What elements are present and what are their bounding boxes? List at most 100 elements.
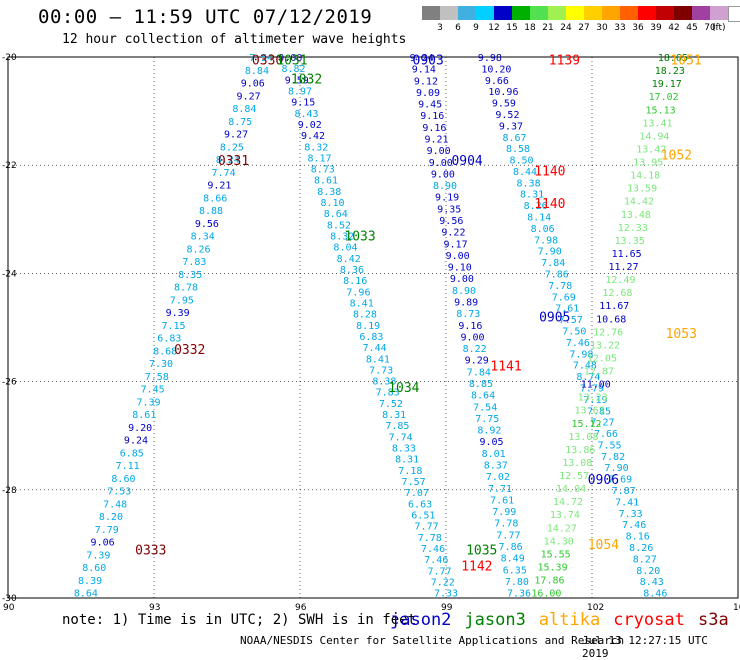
- swh-value-label: 9.66: [485, 76, 509, 87]
- swh-value-label: 7.69: [608, 475, 632, 486]
- legend-swatch: [512, 6, 530, 20]
- swh-value-label: 8.67: [502, 133, 526, 144]
- swh-value-label: 9.27: [237, 91, 261, 102]
- swh-value-label: 11.67: [599, 301, 629, 312]
- swh-value-label: 8.22: [463, 344, 487, 355]
- swh-value-label: 13.35: [615, 236, 645, 247]
- swh-value-label: 7.61: [490, 495, 514, 506]
- swh-value-label: 9.09: [416, 88, 440, 99]
- pass-id-label: 0330: [252, 54, 283, 69]
- swh-value-label: 7.86: [499, 542, 523, 553]
- pass-id-label: 0333: [135, 543, 166, 558]
- legend-tick-label: 12: [488, 23, 500, 33]
- swh-value-label: 7.74: [212, 168, 236, 179]
- swh-value-label: 9.17: [444, 239, 468, 250]
- swh-value-label: 6.83: [157, 334, 181, 345]
- footnote: note: 1) Time is in UTC; 2) SWH is in fe…: [62, 612, 417, 628]
- chart-subtitle: 12 hour collection of altimeter wave hei…: [62, 32, 407, 47]
- swh-value-label: 14.18: [630, 171, 660, 182]
- swh-value-label: 12.76: [593, 327, 623, 338]
- pass-id-label: 1033: [344, 230, 375, 245]
- swh-value-label: 9.12: [414, 76, 438, 87]
- swh-value-label: 13.41: [642, 118, 672, 129]
- satellite-name: s3a: [698, 610, 729, 630]
- swh-value-label: 14.42: [624, 197, 654, 208]
- swh-value-label: 9.56: [195, 219, 219, 230]
- swh-value-label: 7.98: [569, 349, 593, 360]
- swh-value-label: 10.20: [481, 64, 511, 75]
- legend-swatch: [422, 6, 440, 20]
- swh-value-label: 7.77: [496, 530, 520, 541]
- swh-value-label: 9.00: [450, 274, 474, 285]
- swh-value-label: 15.39: [538, 562, 568, 573]
- swh-value-label: 7.80: [505, 577, 529, 588]
- swh-value-label: 9.16: [420, 111, 444, 122]
- swh-value-label: 9.37: [499, 121, 523, 132]
- swh-value-label: 7.27: [590, 418, 614, 429]
- swh-value-label: 14.27: [547, 523, 577, 534]
- swh-value-label: 8.58: [506, 144, 530, 155]
- swh-value-label: 11.65: [612, 249, 642, 260]
- pass-id-label: 1035: [466, 543, 497, 558]
- swh-value-label: 8.32: [330, 232, 354, 243]
- swh-value-label: 9.00: [278, 53, 302, 64]
- satellite-name: altika: [538, 610, 601, 630]
- chart-title: 00:00 – 11:59 UTC 07/12/2019: [38, 6, 373, 28]
- pass-id-label: 1053: [666, 327, 697, 342]
- swh-value-label: 8.28: [353, 310, 377, 321]
- swh-value-label: 14.30: [544, 536, 574, 547]
- swh-value-label: 12.05: [587, 353, 617, 364]
- pass-id-label: 0331: [218, 154, 249, 169]
- legend-swatch: [584, 6, 602, 20]
- credit-line: NOAA/NESDIS Center for Satellite Applica…: [240, 634, 625, 647]
- swh-value-label: 7.90: [538, 247, 562, 258]
- swh-value-label: 8.20: [636, 566, 660, 577]
- swh-value-label: 6.83: [359, 332, 383, 343]
- swh-value-label: 9.20: [128, 423, 152, 434]
- swh-value-label: 8.41: [366, 354, 390, 365]
- legend-tick-label: 3: [437, 23, 443, 33]
- swh-value-label: 10.68: [596, 314, 626, 325]
- swh-value-label: 7.54: [473, 402, 497, 413]
- legend-swatch: [638, 6, 656, 20]
- swh-value-label: 9.24: [124, 436, 148, 447]
- legend-tick-label: 6: [455, 23, 461, 33]
- lat-tick-label: -24: [2, 269, 17, 279]
- swh-value-label: 8.43: [640, 577, 664, 588]
- satellite-name: jason2: [390, 610, 452, 630]
- swh-value-label: 7.48: [103, 499, 127, 510]
- pass-id-label: 1140: [534, 165, 565, 180]
- swh-value-label: 7.46: [424, 555, 448, 566]
- swh-value-label: 8.46: [643, 589, 667, 600]
- swh-value-label: 8.61: [314, 176, 338, 187]
- swh-value-label: 9.35: [437, 204, 461, 215]
- swh-value-label: 7.11: [116, 461, 140, 472]
- swh-value-label: 9.00: [460, 332, 484, 343]
- pass-id-label: 0905: [539, 311, 570, 326]
- swh-value-label: 14.04: [556, 484, 586, 495]
- swh-value-label: 8.19: [356, 321, 380, 332]
- swh-value-label: 9.05: [479, 437, 503, 448]
- swh-value-label: 8.36: [340, 265, 364, 276]
- legend-swatch: [566, 6, 584, 20]
- legend-tick-label: 24: [560, 23, 572, 33]
- swh-value-label: 9.29: [465, 356, 489, 367]
- swh-value-label: 8.64: [324, 209, 348, 220]
- swh-value-label: 7.18: [398, 466, 422, 477]
- swh-value-label: 7.50: [562, 326, 586, 337]
- swh-value-label: 8.43: [294, 109, 318, 120]
- swh-value-label: 8.27: [633, 554, 657, 565]
- swh-value-label: 8.31: [382, 410, 406, 421]
- swh-value-label: 13.08: [562, 458, 592, 469]
- swh-value-label: 7.52: [379, 399, 403, 410]
- legend-unit: (ft): [712, 23, 726, 33]
- swh-value-label: 7.45: [141, 385, 165, 396]
- swh-value-label: 7.69: [552, 292, 576, 303]
- lat-tick-label: -28: [2, 486, 17, 496]
- swh-value-label: 7.79: [580, 383, 604, 394]
- swh-value-label: 8.31: [395, 455, 419, 466]
- swh-value-label: 8.73: [311, 165, 335, 176]
- swh-value-label: 8.97: [288, 86, 312, 97]
- swh-value-label: 7.44: [363, 343, 387, 354]
